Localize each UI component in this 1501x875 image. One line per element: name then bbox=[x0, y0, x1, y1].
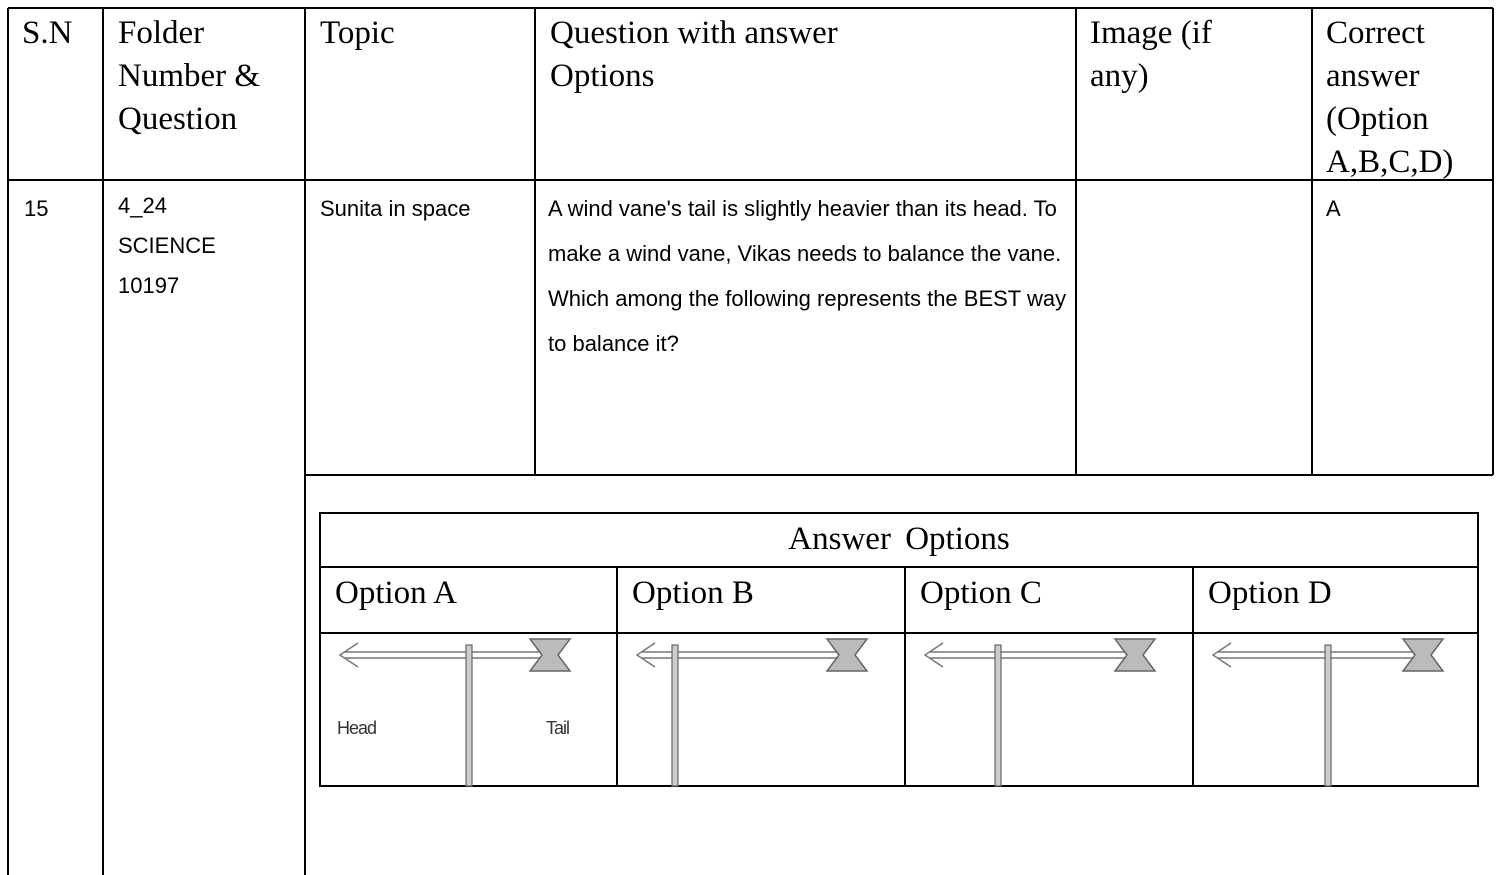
folder-line: 4_24 bbox=[118, 193, 167, 218]
vane-tail bbox=[1401, 638, 1445, 672]
tail-label: Tail bbox=[546, 718, 570, 738]
option-label: Option A bbox=[335, 575, 457, 611]
header-cell: S.N bbox=[22, 15, 73, 51]
options-border bbox=[319, 512, 1479, 787]
option-label: Option B bbox=[632, 575, 754, 611]
vane-tail bbox=[825, 638, 869, 672]
vane-head bbox=[635, 642, 656, 668]
vane-tail bbox=[1113, 638, 1157, 672]
vane-pole bbox=[1324, 644, 1332, 787]
question: A wind vane's tail is slightly heavier t… bbox=[548, 196, 1067, 356]
vane-pole bbox=[671, 644, 679, 787]
option-label: Option D bbox=[1208, 575, 1332, 611]
options-title: Answer Options bbox=[788, 521, 1010, 557]
correct-answer: A bbox=[1326, 196, 1341, 221]
header-cell: Topic bbox=[320, 15, 395, 51]
folder-line: 10197 bbox=[118, 273, 180, 298]
vane-head bbox=[338, 642, 359, 668]
vane-tail bbox=[528, 638, 572, 672]
header-cell: Correct answer (Option A,B,C,D) bbox=[1326, 15, 1454, 180]
serial-number: 15 bbox=[24, 196, 49, 221]
header-cell: Image (if any) bbox=[1090, 15, 1212, 94]
header-cell: Question with answer Options bbox=[550, 15, 838, 94]
vane-pole bbox=[994, 644, 1002, 787]
header-cell: Folder Number & Question bbox=[118, 15, 261, 137]
topic: Sunita in space bbox=[320, 196, 471, 221]
head-label: Head bbox=[337, 718, 377, 738]
vane-head bbox=[1211, 642, 1232, 668]
vane-pole bbox=[465, 644, 473, 787]
option-label: Option C bbox=[920, 575, 1042, 611]
vane-head bbox=[923, 642, 944, 668]
folder-line: SCIENCE bbox=[118, 233, 216, 258]
